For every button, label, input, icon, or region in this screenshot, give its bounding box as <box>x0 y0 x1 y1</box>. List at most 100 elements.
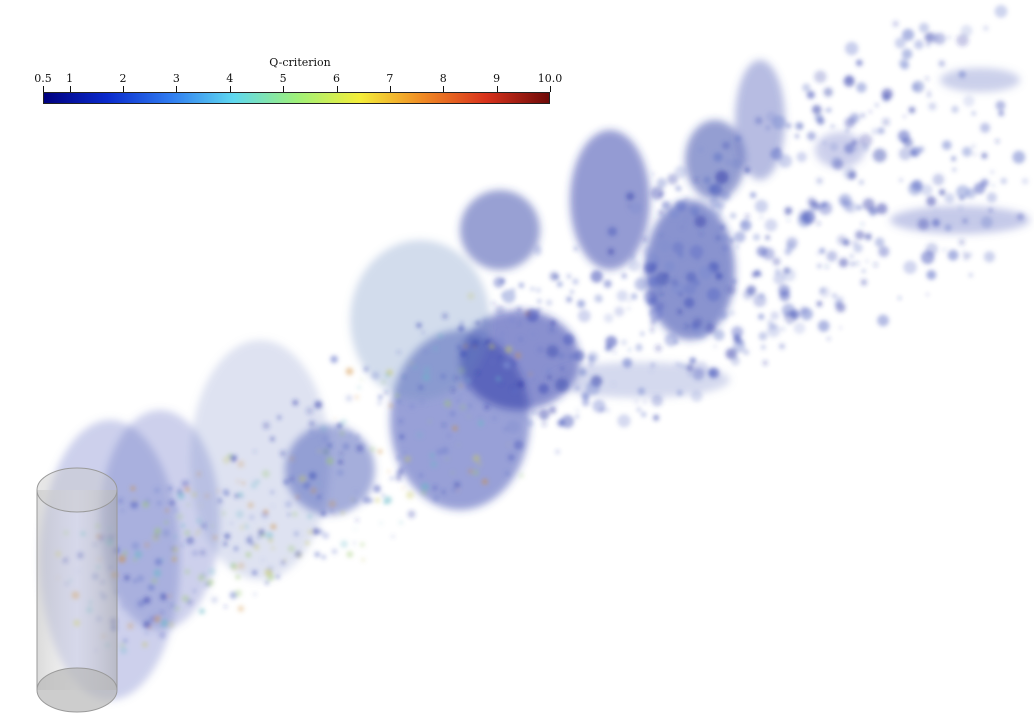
vortex-particle <box>265 580 269 585</box>
vortex-particle <box>655 301 665 311</box>
vortex-particle <box>903 115 906 118</box>
vortex-particle <box>728 310 736 317</box>
vortex-particle <box>960 24 973 37</box>
vortex-particle <box>164 520 168 525</box>
vortex-particle <box>184 529 191 536</box>
vortex-particle <box>176 488 183 495</box>
vortex-particle <box>500 292 505 297</box>
vortex-particle <box>696 257 699 260</box>
vortex-particle <box>383 500 388 505</box>
vortex-particle <box>456 399 460 403</box>
vortex-particle <box>720 225 725 230</box>
vortex-particle <box>472 469 480 476</box>
vortex-particle <box>952 168 956 172</box>
colorbar-tick-label: 6 <box>333 72 341 85</box>
vortex-particle <box>418 384 424 391</box>
vortex-particle <box>845 41 859 56</box>
vortex-blob <box>460 310 580 410</box>
vortex-particle <box>973 182 986 195</box>
vortex-particle <box>489 344 495 350</box>
vortex-particle <box>356 444 364 453</box>
vortex-particle <box>397 468 405 476</box>
vortex-particle <box>636 407 642 413</box>
vortex-particle <box>839 326 842 329</box>
colorbar-tick-mark <box>389 86 391 92</box>
vortex-particle <box>453 375 460 381</box>
vortex-particle <box>865 259 869 263</box>
colorbar-tick-label: 5 <box>279 72 287 85</box>
vortex-particle <box>307 514 313 519</box>
vortex-particle <box>734 231 746 243</box>
vortex-particle <box>133 557 137 562</box>
vortex-particle <box>536 298 542 304</box>
colorbar-tick-mark <box>496 86 498 92</box>
vortex-particle <box>691 390 703 402</box>
vortex-particle <box>962 146 972 157</box>
vortex-particle <box>753 293 767 307</box>
vortex-particle <box>851 240 858 246</box>
vortex-particle <box>261 469 270 478</box>
vortex-particle <box>932 173 945 186</box>
vortex-particle <box>245 525 249 529</box>
vortex-particle <box>994 4 1008 18</box>
vortex-particle <box>826 250 838 262</box>
vortex-particle <box>995 100 1006 111</box>
vortex-particle <box>186 536 195 545</box>
vortex-particle <box>458 366 466 374</box>
vortex-particle <box>198 608 206 615</box>
vortex-particle <box>341 511 345 515</box>
vortex-particle <box>876 203 888 215</box>
vortex-particle <box>860 113 865 118</box>
vortex-particle <box>123 574 130 581</box>
vortex-particle <box>664 333 678 347</box>
vortex-particle <box>248 514 255 521</box>
vortex-particle <box>184 487 190 492</box>
colorbar-tick-label: 3 <box>172 72 180 85</box>
vortex-particle <box>530 287 535 291</box>
vortex-particle <box>132 498 137 502</box>
vortex-particle <box>656 177 667 189</box>
vortex-particle <box>123 638 128 643</box>
vortex-particle <box>920 184 933 196</box>
vortex-particle <box>159 610 164 615</box>
vortex-particle <box>659 234 664 238</box>
vortex-particle <box>800 307 813 321</box>
vortex-particle <box>377 448 383 455</box>
vortex-particle <box>174 605 180 612</box>
vortex-particle <box>262 421 270 430</box>
vortex-particle <box>268 537 274 543</box>
vortex-particle <box>634 277 648 291</box>
vortex-particle <box>201 572 207 577</box>
vortex-particle <box>938 60 946 67</box>
vortex-particle <box>868 110 872 114</box>
vortex-particle <box>308 429 315 435</box>
vortex-particle <box>173 534 178 539</box>
vortex-particle <box>878 246 890 257</box>
vortex-particle <box>137 575 145 582</box>
vortex-particle <box>764 218 778 232</box>
vortex-particle <box>253 593 256 596</box>
vortex-particle <box>634 400 639 404</box>
vortex-particle <box>397 456 400 460</box>
vortex-particle <box>962 251 967 255</box>
vortex-particle <box>217 498 223 504</box>
vortex-particle <box>279 450 287 457</box>
vortex-particle <box>750 192 757 199</box>
vortex-particle <box>823 109 827 112</box>
vortex-particle <box>165 508 170 513</box>
vortex-particle <box>677 309 683 315</box>
vortex-particle <box>363 366 369 372</box>
vortex-particle <box>556 281 563 288</box>
vortex-particle <box>958 239 965 246</box>
vortex-particle <box>450 387 456 393</box>
vortex-particle <box>911 179 923 191</box>
vortex-particle <box>471 340 480 348</box>
colorbar-title: Q-criterion <box>269 56 331 69</box>
vortex-particle <box>835 302 846 313</box>
vortex-particle <box>230 454 237 462</box>
vortex-particle <box>576 408 580 412</box>
vortex-particle <box>401 486 405 490</box>
vortex-particle <box>899 178 903 182</box>
vortex-particle <box>819 247 826 254</box>
vortex-particle <box>697 146 704 153</box>
